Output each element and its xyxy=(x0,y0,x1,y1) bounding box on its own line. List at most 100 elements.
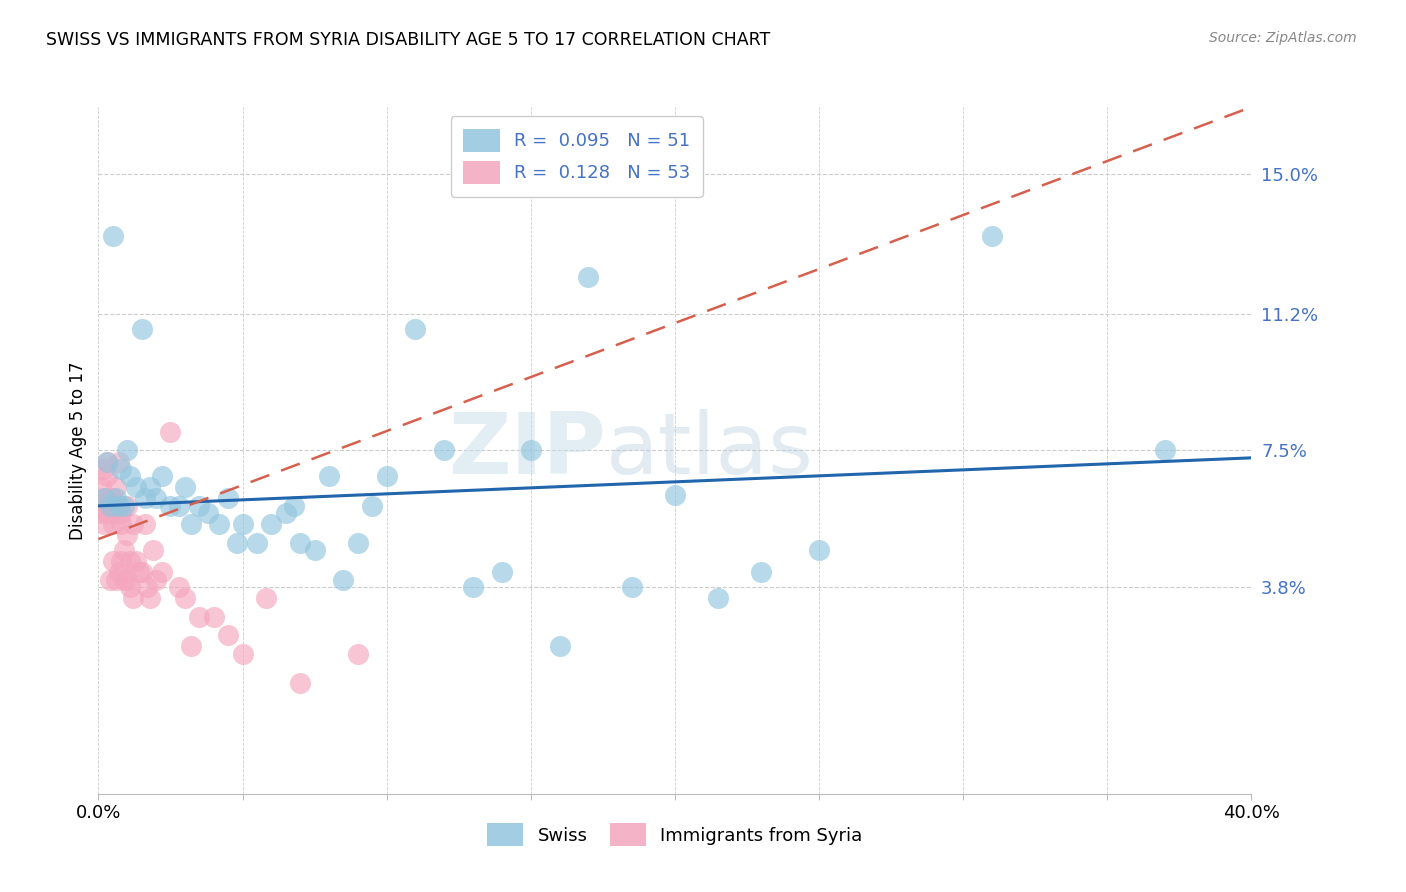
Point xyxy=(107,499,129,513)
Point xyxy=(101,491,124,506)
Text: atlas: atlas xyxy=(606,409,814,492)
Point xyxy=(180,639,202,653)
Point xyxy=(93,462,115,476)
Point xyxy=(208,517,231,532)
Point xyxy=(159,499,181,513)
Point xyxy=(117,443,139,458)
Point xyxy=(142,543,165,558)
Point xyxy=(197,506,219,520)
Text: ZIP: ZIP xyxy=(449,409,606,492)
Point xyxy=(117,528,139,542)
Point xyxy=(520,443,543,458)
Point xyxy=(346,535,368,549)
Point xyxy=(122,517,145,532)
Point xyxy=(174,480,197,494)
Point xyxy=(136,580,159,594)
Point xyxy=(174,591,197,606)
Point xyxy=(110,506,132,520)
Point xyxy=(346,647,368,661)
Point xyxy=(117,573,139,587)
Point xyxy=(134,517,156,532)
Point xyxy=(290,676,312,690)
Point xyxy=(290,535,312,549)
Point xyxy=(159,425,181,439)
Point xyxy=(98,499,121,513)
Point xyxy=(122,591,145,606)
Point xyxy=(104,506,127,520)
Text: SWISS VS IMMIGRANTS FROM SYRIA DISABILITY AGE 5 TO 17 CORRELATION CHART: SWISS VS IMMIGRANTS FROM SYRIA DISABILIT… xyxy=(46,31,770,49)
Point xyxy=(120,580,142,594)
Point xyxy=(202,609,225,624)
Point xyxy=(110,462,132,476)
Point xyxy=(112,573,135,587)
Point xyxy=(104,573,127,587)
Point xyxy=(188,609,211,624)
Point xyxy=(145,573,167,587)
Point xyxy=(231,517,254,532)
Point xyxy=(1154,443,1177,458)
Point xyxy=(461,580,484,594)
Legend: Swiss, Immigrants from Syria: Swiss, Immigrants from Syria xyxy=(479,816,870,854)
Point xyxy=(96,454,118,468)
Point xyxy=(128,566,150,580)
Text: Source: ZipAtlas.com: Source: ZipAtlas.com xyxy=(1209,31,1357,45)
Point xyxy=(304,543,326,558)
Point xyxy=(578,269,600,284)
Y-axis label: Disability Age 5 to 17: Disability Age 5 to 17 xyxy=(69,361,87,540)
Point xyxy=(125,554,148,568)
Point xyxy=(318,469,340,483)
Point xyxy=(433,443,456,458)
Point xyxy=(120,554,142,568)
Point xyxy=(254,591,277,606)
Point xyxy=(101,229,124,244)
Point xyxy=(112,499,135,513)
Point xyxy=(131,566,153,580)
Point xyxy=(96,454,118,468)
Point xyxy=(93,517,115,532)
Point xyxy=(981,229,1004,244)
Point xyxy=(104,480,127,494)
Point xyxy=(101,554,124,568)
Point xyxy=(145,491,167,506)
Point xyxy=(110,554,132,568)
Point xyxy=(107,566,129,580)
Point xyxy=(93,491,115,506)
Point xyxy=(98,573,121,587)
Point xyxy=(93,491,115,506)
Point xyxy=(131,321,153,335)
Point xyxy=(117,499,139,513)
Point xyxy=(180,517,202,532)
Point xyxy=(139,591,162,606)
Point xyxy=(274,506,297,520)
Point xyxy=(150,469,173,483)
Point xyxy=(87,499,110,513)
Point xyxy=(283,499,305,513)
Point xyxy=(104,491,127,506)
Point xyxy=(231,647,254,661)
Point xyxy=(90,480,112,494)
Point xyxy=(110,517,132,532)
Point xyxy=(139,480,162,494)
Point xyxy=(120,469,142,483)
Point xyxy=(96,469,118,483)
Point xyxy=(217,628,239,642)
Point xyxy=(217,491,239,506)
Point xyxy=(246,535,269,549)
Point xyxy=(808,543,831,558)
Point xyxy=(90,506,112,520)
Point xyxy=(361,499,384,513)
Point xyxy=(751,566,773,580)
Point xyxy=(332,573,354,587)
Point xyxy=(405,321,427,335)
Point xyxy=(167,499,190,513)
Point xyxy=(125,480,148,494)
Point xyxy=(98,499,121,513)
Point xyxy=(107,499,129,513)
Point xyxy=(134,491,156,506)
Point xyxy=(188,499,211,513)
Point xyxy=(260,517,283,532)
Point xyxy=(98,491,121,506)
Point xyxy=(107,454,129,468)
Point xyxy=(225,535,247,549)
Point xyxy=(167,580,190,594)
